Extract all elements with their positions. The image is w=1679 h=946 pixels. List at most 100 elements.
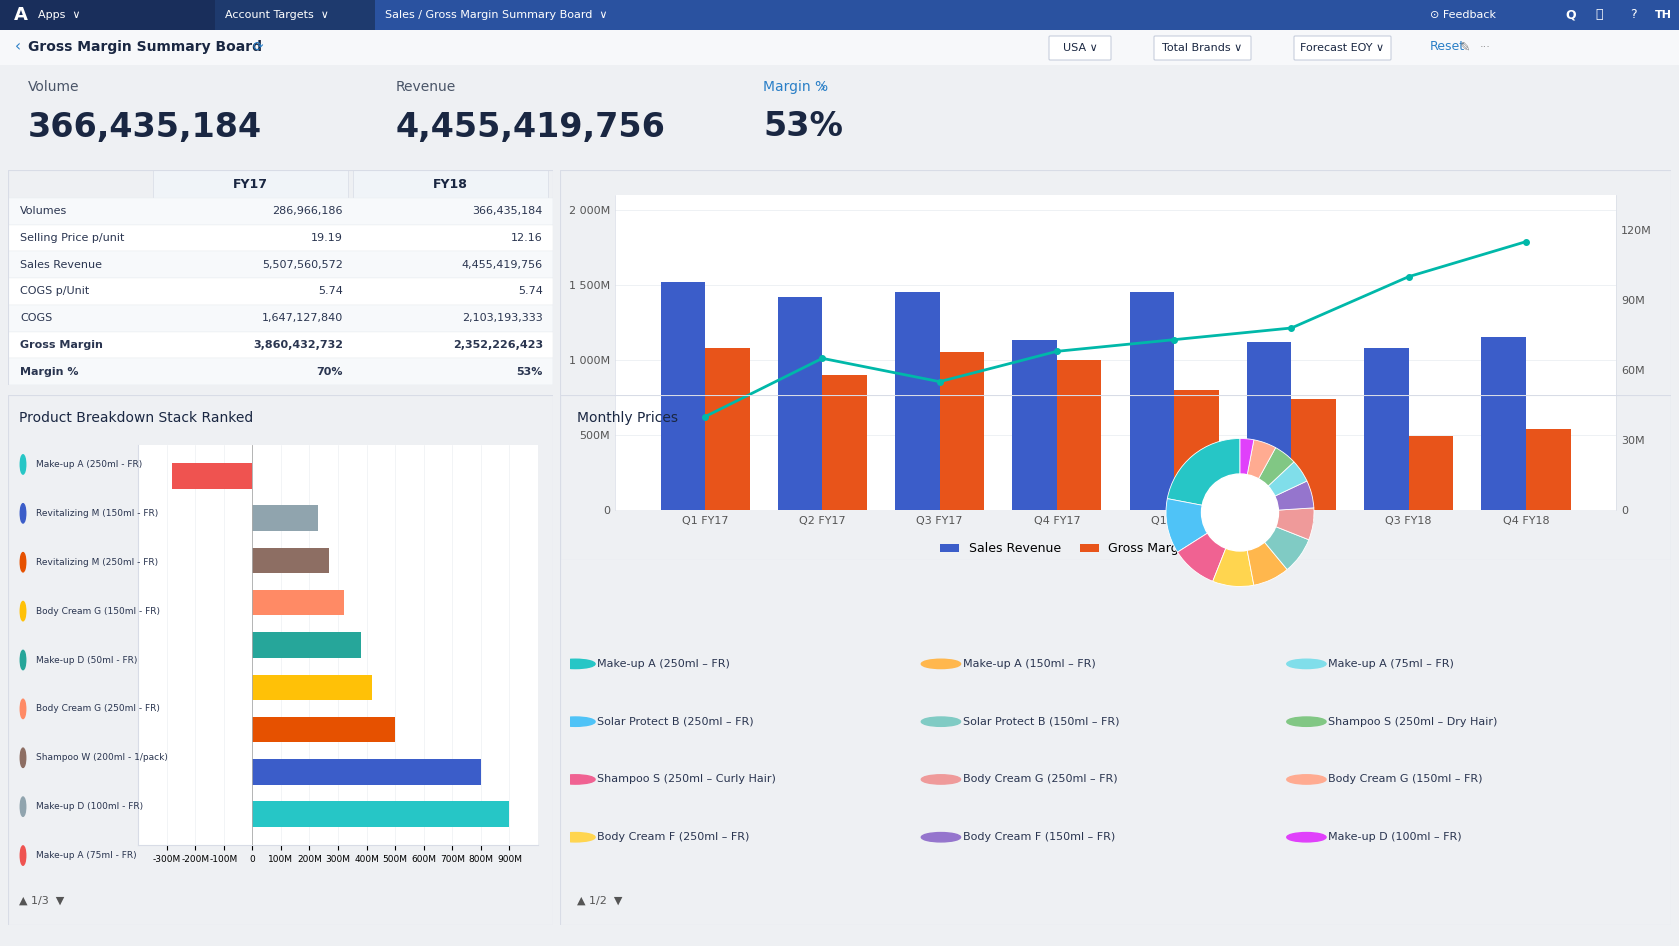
Bar (1012, 341, 1056, 510)
Bar (1247, 342, 1291, 510)
Text: ›: › (814, 79, 826, 95)
Bar (252, 505, 317, 531)
Text: Make-up D (100ml - FR): Make-up D (100ml - FR) (35, 802, 143, 811)
Text: Margin %: Margin % (20, 367, 79, 377)
Text: ‹: ‹ (15, 40, 22, 55)
Text: Volume: Volume (29, 80, 79, 94)
Text: Reset: Reset (1431, 41, 1466, 54)
Circle shape (1286, 832, 1326, 842)
Text: ⟳: ⟳ (254, 41, 264, 54)
Text: ⊙ Feedback: ⊙ Feedback (1431, 10, 1496, 20)
Text: Forecast EOY ∨: Forecast EOY ∨ (1301, 43, 1385, 53)
Text: 366,435,184: 366,435,184 (29, 111, 262, 144)
Wedge shape (1241, 447, 1295, 513)
Text: ▲ 1/2  ▼: ▲ 1/2 ▼ (576, 896, 621, 906)
Bar (252, 759, 480, 784)
Text: Shampoo S (250ml – Dry Hair): Shampoo S (250ml – Dry Hair) (1328, 717, 1498, 727)
Circle shape (20, 602, 25, 621)
Bar (173, 464, 252, 488)
Bar (8, 278, 552, 305)
Bar (1130, 292, 1174, 510)
Bar (8, 331, 552, 359)
Bar (8, 198, 552, 225)
Bar (252, 632, 361, 657)
FancyBboxPatch shape (1049, 36, 1111, 60)
Text: 4,455,419,756: 4,455,419,756 (462, 260, 542, 270)
Circle shape (20, 797, 25, 816)
Text: Body Cream G (250ml – FR): Body Cream G (250ml – FR) (962, 775, 1118, 784)
Text: Q: Q (1565, 9, 1575, 22)
Circle shape (1202, 474, 1278, 551)
Bar (1409, 436, 1454, 510)
Text: 5,507,560,572: 5,507,560,572 (262, 260, 343, 270)
Circle shape (922, 832, 960, 842)
Bar (1481, 338, 1526, 510)
Wedge shape (1241, 440, 1276, 513)
Circle shape (20, 846, 25, 866)
Circle shape (1286, 775, 1326, 784)
Bar (353, 170, 547, 198)
Text: ▲ 1/3  ▼: ▲ 1/3 ▼ (18, 896, 64, 906)
Wedge shape (1212, 513, 1254, 587)
Text: A: A (13, 6, 29, 24)
Text: 5.74: 5.74 (317, 287, 343, 296)
Text: Sales Revenue: Sales Revenue (20, 260, 102, 270)
Circle shape (556, 659, 594, 669)
Text: Selling Price p/unit: Selling Price p/unit (20, 233, 124, 243)
Bar (215, 0, 374, 30)
Wedge shape (1177, 513, 1241, 581)
Bar (777, 297, 823, 510)
Text: 2,103,193,333: 2,103,193,333 (462, 313, 542, 324)
Text: Solar Protect B (250ml – FR): Solar Protect B (250ml – FR) (598, 717, 754, 727)
Text: TH: TH (1655, 10, 1672, 20)
Text: 2,352,226,423: 2,352,226,423 (453, 340, 542, 350)
Legend: Sales Revenue, Gross Margin, Volumes: Sales Revenue, Gross Margin, Volumes (935, 537, 1296, 560)
Circle shape (20, 748, 25, 767)
Bar (823, 375, 866, 510)
Text: Make-up D (50ml - FR): Make-up D (50ml - FR) (35, 656, 138, 664)
Bar (1174, 390, 1219, 510)
Text: Make-up A (150ml – FR): Make-up A (150ml – FR) (962, 658, 1095, 669)
Text: Volumes: Volumes (20, 206, 67, 217)
Text: Make-up A (75ml – FR): Make-up A (75ml – FR) (1328, 658, 1454, 669)
Bar (8, 359, 552, 385)
Text: ···: ··· (1479, 42, 1491, 52)
Text: 1,647,127,840: 1,647,127,840 (262, 313, 343, 324)
Text: 19.19: 19.19 (311, 233, 343, 243)
Text: ✎: ✎ (1461, 41, 1471, 54)
Text: Revenue: Revenue (396, 80, 457, 94)
Bar (1526, 429, 1570, 510)
Wedge shape (1241, 508, 1315, 540)
Text: Make-up A (250ml – FR): Make-up A (250ml – FR) (598, 658, 730, 669)
Circle shape (922, 659, 960, 669)
Wedge shape (1241, 462, 1306, 513)
Wedge shape (1165, 499, 1241, 552)
FancyBboxPatch shape (1295, 36, 1390, 60)
Text: Total Brands ∨: Total Brands ∨ (1162, 43, 1242, 53)
Text: Body Cream G (150ml - FR): Body Cream G (150ml - FR) (35, 606, 160, 616)
Text: Sales / Gross Margin Summary Board  ∨: Sales / Gross Margin Summary Board ∨ (384, 10, 608, 20)
Circle shape (556, 717, 594, 727)
Bar (1056, 360, 1101, 510)
Text: 70%: 70% (317, 367, 343, 377)
Text: Gross Margin: Gross Margin (20, 340, 102, 350)
Bar (1291, 399, 1336, 510)
Text: 5.74: 5.74 (519, 287, 542, 296)
Text: 53%: 53% (517, 367, 542, 377)
Wedge shape (1241, 513, 1310, 569)
Text: FY17: FY17 (232, 178, 267, 190)
Circle shape (556, 775, 594, 784)
Bar (252, 548, 329, 573)
Text: 4,455,419,756: 4,455,419,756 (396, 111, 667, 144)
Bar (940, 353, 984, 510)
Bar (705, 348, 749, 510)
Circle shape (1286, 717, 1326, 727)
Circle shape (922, 775, 960, 784)
Text: 🔔: 🔔 (1595, 9, 1602, 22)
Text: 286,966,186: 286,966,186 (272, 206, 343, 217)
Bar (8, 305, 552, 331)
FancyBboxPatch shape (1153, 36, 1251, 60)
Circle shape (20, 455, 25, 474)
Text: FY18: FY18 (433, 178, 467, 190)
Bar (8, 225, 552, 252)
